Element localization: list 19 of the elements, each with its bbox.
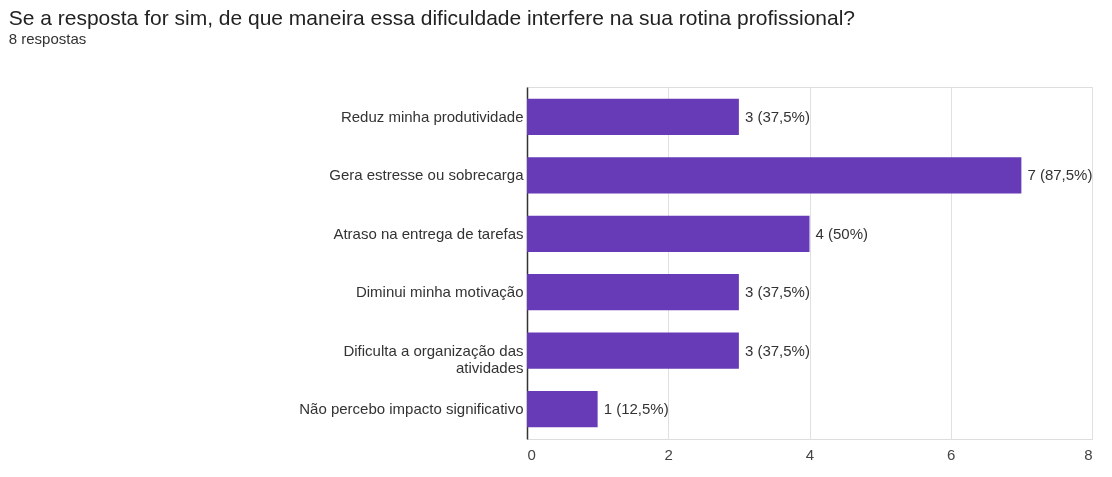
x-tick-label: 0	[527, 445, 536, 463]
data-label: 3 (37,5%)	[744, 341, 810, 359]
data-label: 1 (12,5%)	[603, 400, 669, 418]
data-label: 3 (37,5%)	[744, 107, 810, 125]
y-tick-label: Atraso na entrega de tarefas	[333, 224, 524, 242]
x-tick-label: 4	[805, 445, 815, 463]
text: 8 respostas	[8, 30, 87, 47]
x-tick-label: 6	[947, 445, 956, 463]
x-tick-label: 8	[1084, 445, 1093, 463]
chart-title: Se a resposta for sim, de que maneira essa dificuldade interfere na sua rotina profissional?	[8, 6, 856, 29]
y-tick-label: Dificulta a organização das atividades	[343, 341, 524, 376]
data-label: 4 (50%)	[815, 224, 869, 242]
x-tick-label: 2	[664, 445, 673, 463]
y-tick-label: Não percebo impacto significativo	[299, 400, 524, 418]
y-tick-label: Diminui minha motivação	[355, 283, 524, 301]
y-tick-label: Gera estresse ou sobrecarga	[329, 166, 525, 184]
data-label: 3 (37,5%)	[744, 283, 810, 301]
y-tick-label: Reduz minha produtividade	[340, 107, 524, 125]
data-label: 7 (87,5%)	[1027, 166, 1093, 184]
